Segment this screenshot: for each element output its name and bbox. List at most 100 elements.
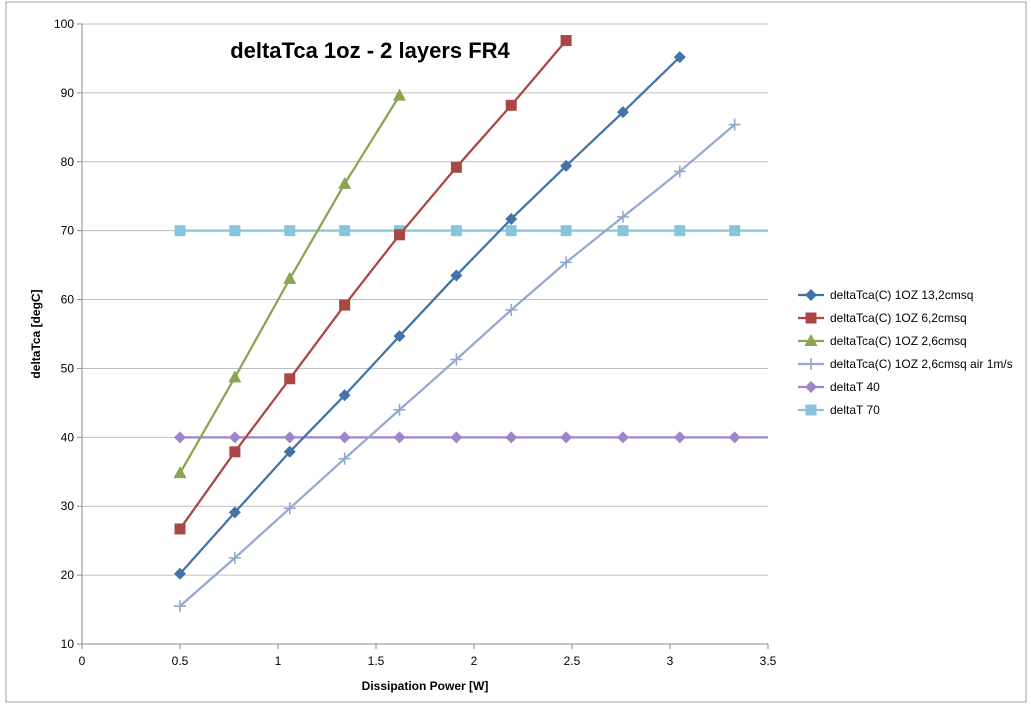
data-point — [729, 225, 741, 237]
series-2 — [173, 88, 407, 479]
data-point — [728, 118, 741, 131]
data-point — [338, 389, 351, 402]
data-point — [229, 225, 241, 237]
data-point — [394, 229, 406, 241]
data-point — [174, 600, 186, 613]
legend: deltaTca(C) 1OZ 13,2cmsq deltaTca(C) 1OZ … — [798, 288, 1013, 417]
data-point — [338, 431, 351, 444]
legend-label: deltaTca(C) 1OZ 13,2cmsq — [830, 288, 973, 302]
data-point — [450, 225, 462, 237]
data-point — [616, 210, 629, 223]
x-tick-label: 0 — [79, 654, 86, 668]
x-tick-label: 2.5 — [564, 654, 581, 668]
y-tick-label: 90 — [61, 86, 75, 100]
legend-marker — [805, 312, 817, 324]
data-point — [674, 225, 686, 237]
data-point — [505, 212, 518, 225]
y-tick-label: 30 — [61, 499, 75, 513]
x-axis-title: Dissipation Power [W] — [362, 679, 489, 693]
data-point — [450, 353, 463, 366]
y-tick-label: 80 — [61, 155, 75, 169]
data-point — [174, 225, 186, 237]
axes-layer: 10 20 30 40 50 60 70 80 90 100 0 0.5 1 1.5 2 2.5 3 3.5 — [54, 17, 777, 668]
chart-outer-border — [5, 1, 1027, 703]
data-point — [339, 225, 351, 237]
data-point — [174, 567, 186, 580]
data-point — [284, 225, 296, 237]
data-point — [616, 106, 629, 119]
data-point — [616, 431, 629, 444]
y-axis-title: deltaTca [degC] — [29, 289, 43, 378]
legend-marker — [804, 334, 818, 346]
data-point — [673, 431, 686, 444]
legend-item: deltaT 70 — [798, 403, 880, 417]
data-point — [617, 225, 629, 237]
data-point — [228, 370, 242, 383]
data-point — [338, 176, 352, 189]
data-point — [560, 225, 572, 237]
series-0 — [174, 51, 686, 580]
data-point — [174, 523, 186, 535]
series-1 — [174, 35, 572, 535]
series-4 — [174, 431, 768, 444]
x-tick-label: 3.5 — [760, 654, 777, 668]
data-point — [173, 466, 187, 479]
data-point — [283, 271, 297, 284]
legend-label: deltaTca(C) 1OZ 2,6cmsq air 1m/s — [830, 357, 1013, 371]
data-point — [393, 431, 406, 444]
y-tick-label: 10 — [61, 637, 75, 651]
legend-item: deltaTca(C) 1OZ 2,6cmsq — [798, 334, 967, 348]
legend-marker — [805, 358, 817, 370]
data-point — [673, 51, 686, 64]
legend-item: deltaTca(C) 1OZ 2,6cmsq air 1m/s — [798, 357, 1013, 371]
legend-label: deltaTca(C) 1OZ 6,2cmsq — [830, 311, 967, 325]
data-point — [393, 330, 406, 343]
data-point — [560, 431, 573, 444]
data-point — [283, 445, 296, 458]
data-point — [560, 256, 573, 269]
data-point — [338, 452, 351, 465]
data-point — [228, 431, 241, 444]
y-tick-label: 40 — [61, 430, 75, 444]
data-point — [339, 299, 351, 311]
data-point — [283, 502, 296, 515]
chart-title: deltaTca 1oz - 2 layers FR4 — [230, 38, 510, 63]
data-point — [228, 551, 241, 564]
series-3 — [174, 118, 741, 613]
x-tick-label: 0.5 — [172, 654, 189, 668]
data-point — [393, 403, 406, 416]
legend-marker — [805, 289, 817, 301]
x-tick-label: 1.5 — [368, 654, 385, 668]
series-layer — [173, 35, 768, 613]
data-point — [450, 269, 463, 282]
legend-item: deltaT 40 — [798, 380, 880, 394]
y-tick-label: 20 — [61, 568, 75, 582]
y-tick-label: 100 — [54, 17, 74, 31]
data-point — [283, 431, 296, 444]
data-point — [673, 165, 686, 178]
y-tick-label: 50 — [61, 361, 75, 375]
legend-marker — [805, 404, 817, 416]
y-tick-label: 60 — [61, 293, 75, 307]
y-tick-label: 70 — [61, 224, 75, 238]
legend-marker — [805, 381, 817, 393]
data-point — [393, 88, 407, 101]
series-line — [179, 56, 681, 575]
x-tick-label: 3 — [667, 654, 674, 668]
data-point — [284, 373, 296, 385]
legend-item: deltaTca(C) 1OZ 13,2cmsq — [798, 288, 973, 302]
legend-label: deltaT 40 — [830, 380, 880, 394]
data-point — [560, 35, 572, 47]
series-line — [179, 39, 567, 530]
data-point — [560, 159, 573, 172]
data-point — [505, 431, 518, 444]
x-tick-label: 1 — [275, 654, 282, 668]
legend-item: deltaTca(C) 1OZ 6,2cmsq — [798, 311, 967, 325]
data-point — [229, 446, 241, 458]
data-point — [228, 506, 241, 519]
data-point — [174, 431, 186, 444]
legend-label: deltaTca(C) 1OZ 2,6cmsq — [830, 334, 967, 348]
data-point — [450, 161, 462, 173]
